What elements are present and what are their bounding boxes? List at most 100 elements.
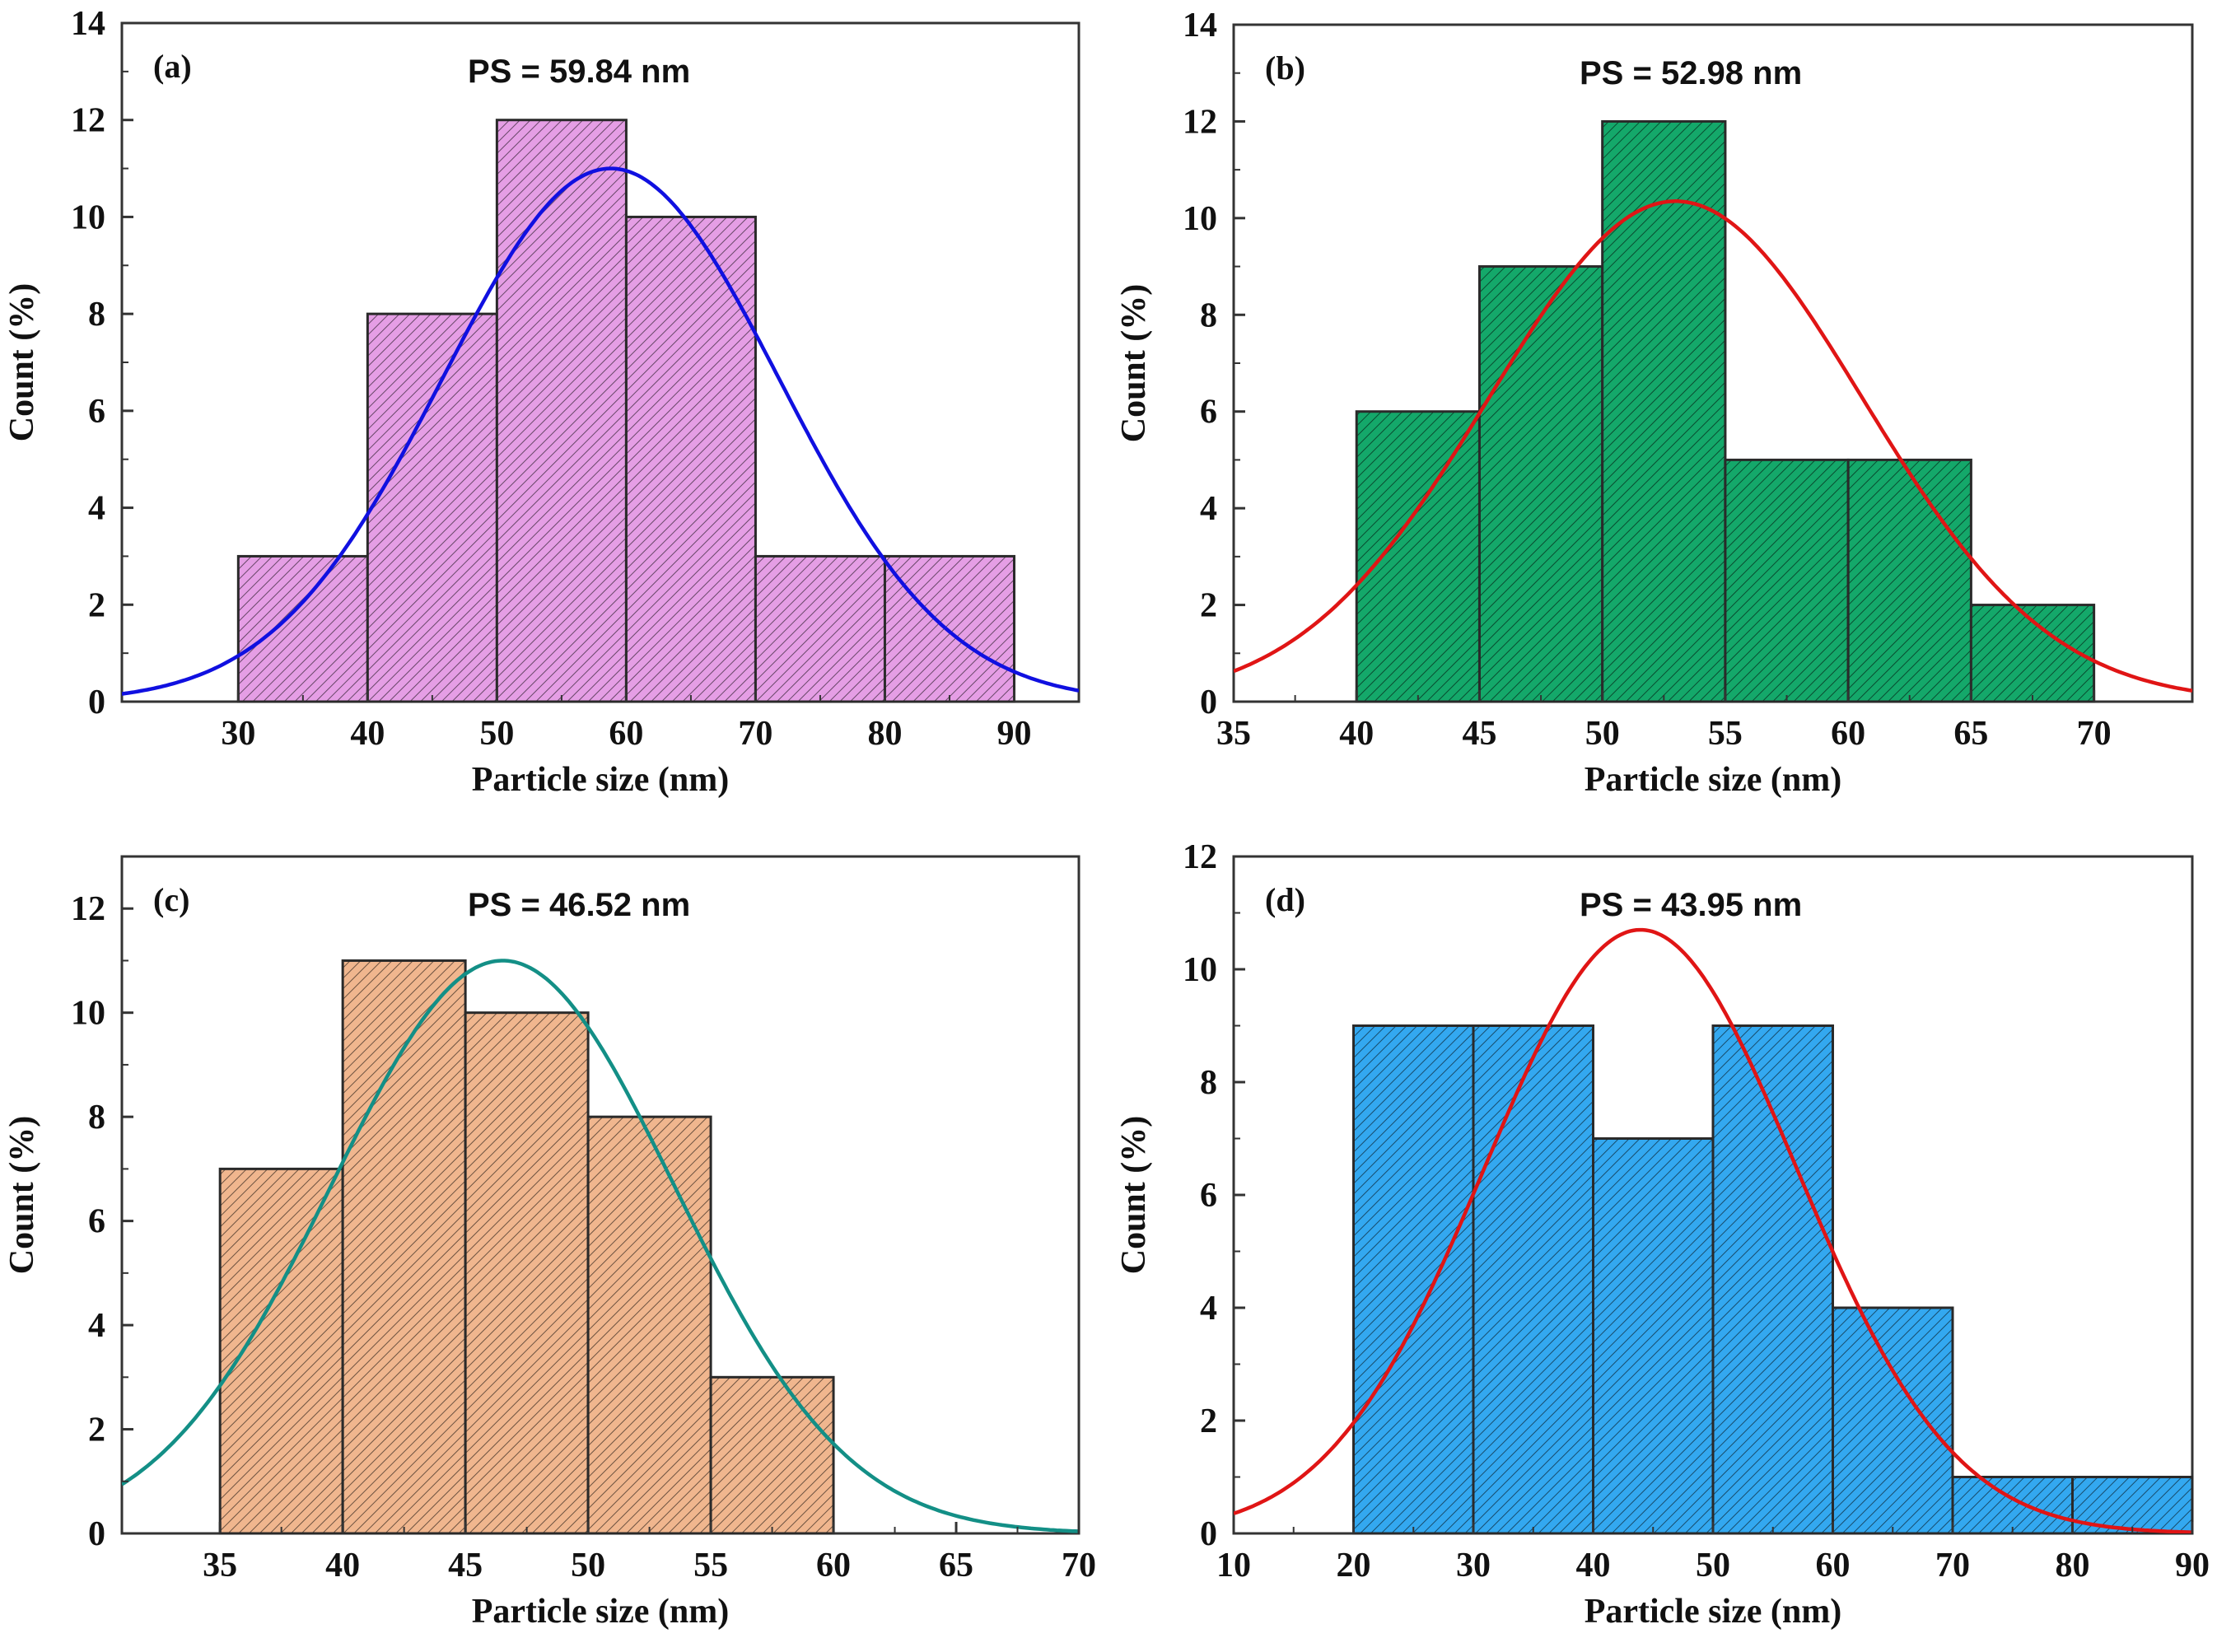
x-tick-label: 55 <box>693 1547 728 1584</box>
x-tick-label: 55 <box>1708 715 1743 753</box>
y-tick-label: 8 <box>1200 296 1217 334</box>
histogram-bar <box>1355 410 1481 703</box>
x-tick-label: 60 <box>609 715 643 753</box>
histogram-bar <box>236 554 369 703</box>
gaussian-fit-curve <box>1234 927 2192 1533</box>
histogram-bar <box>1832 1306 1954 1535</box>
y-tick-label: 10 <box>71 198 105 236</box>
y-tick-label: 2 <box>1200 587 1217 625</box>
histogram-bar <box>1352 1024 1475 1535</box>
y-tick-label: 8 <box>88 1099 105 1136</box>
y-tick-label: 0 <box>1200 1515 1217 1553</box>
x-tick-label: 40 <box>325 1547 360 1584</box>
y-tick-label: 6 <box>1200 1177 1217 1215</box>
y-axis-title: Count (%) <box>1115 284 1153 443</box>
y-tick-label: 14 <box>71 5 105 43</box>
particle-size-annotation: PS = 59.84 nm <box>468 54 690 90</box>
histogram-bar <box>586 1115 712 1535</box>
particle-size-annotation: PS = 43.95 nm <box>1580 887 1802 923</box>
panel-label: (a) <box>153 48 192 85</box>
histogram-bar <box>754 554 886 703</box>
gaussian-fit-curve <box>1234 199 2192 693</box>
x-tick-label: 30 <box>221 715 255 753</box>
histogram-bar <box>1477 265 1604 703</box>
gaussian-fit-curve <box>122 166 1079 696</box>
x-tick-label: 80 <box>2056 1547 2090 1584</box>
x-tick-label: 50 <box>571 1547 605 1584</box>
panel-label: (b) <box>1265 49 1305 86</box>
y-tick-label: 6 <box>88 393 105 431</box>
x-tick-label: 50 <box>1696 1547 1730 1584</box>
y-tick-label: 4 <box>88 1307 105 1345</box>
x-tick-label: 60 <box>816 1547 851 1584</box>
y-tick-label: 12 <box>71 102 105 140</box>
x-tick-label: 70 <box>738 715 772 753</box>
y-tick-label: 4 <box>88 490 105 528</box>
x-tick-label: 50 <box>1585 715 1620 753</box>
histogram-bar <box>495 119 628 703</box>
histogram-bar <box>366 312 498 703</box>
x-tick-label: 40 <box>350 715 385 753</box>
x-tick-label: 65 <box>939 1547 973 1584</box>
histogram-bar <box>1846 458 1972 703</box>
panel-label: (c) <box>153 881 189 918</box>
y-tick-label: 2 <box>88 1412 105 1449</box>
histogram-bar <box>1601 119 1727 703</box>
y-tick-label: 10 <box>1183 200 1217 238</box>
particle-size-annotation: PS = 52.98 nm <box>1580 55 1802 91</box>
y-tick-label: 12 <box>71 890 105 928</box>
x-axis-title: Particle size (nm) <box>472 1593 730 1631</box>
panel-a: 30 40 50 60 70 80 90 0 2 4 6 8 10 12 14 Particle size (… <box>3 5 1080 799</box>
x-tick-label: 10 <box>1216 1547 1251 1584</box>
y-tick-label: 2 <box>1200 1402 1217 1440</box>
y-tick-label: 6 <box>88 1203 105 1241</box>
x-tick-label: 45 <box>448 1547 483 1584</box>
histogram-bar <box>1724 458 1850 703</box>
x-tick-label: 60 <box>1831 715 1865 753</box>
y-tick-label: 12 <box>1183 838 1217 876</box>
histogram-bar <box>1711 1024 1834 1535</box>
gaussian-fit-curve <box>122 959 1079 1533</box>
y-tick-label: 6 <box>1200 394 1217 432</box>
x-tick-label: 40 <box>1339 715 1374 753</box>
x-tick-label: 90 <box>2175 1547 2210 1584</box>
y-axis-title: Count (%) <box>3 1116 41 1275</box>
x-tick-label: 40 <box>1576 1547 1611 1584</box>
x-tick-label: 50 <box>479 715 514 753</box>
x-tick-label: 35 <box>1216 715 1251 753</box>
histogram-bar <box>624 215 757 703</box>
x-axis-title: Particle size (nm) <box>1585 1593 1842 1631</box>
histogram-bar <box>883 554 1015 703</box>
y-tick-label: 0 <box>88 684 105 721</box>
histogram-bar <box>464 1011 590 1535</box>
y-tick-label: 4 <box>1200 490 1217 528</box>
panel-b: 35 40 45 50 55 60 65 70 0 2 4 6 8 10 12 14 Particle size… <box>1115 7 2194 799</box>
x-axis-title: Particle size (nm) <box>1585 761 1842 799</box>
histogram-bar <box>218 1167 344 1535</box>
x-tick-label: 70 <box>1062 1547 1096 1584</box>
y-tick-label: 8 <box>88 296 105 334</box>
x-tick-label: 45 <box>1462 715 1496 753</box>
y-tick-label: 14 <box>1183 7 1217 44</box>
particle-size-annotation: PS = 46.52 nm <box>468 887 690 923</box>
y-tick-label: 0 <box>1200 684 1217 721</box>
x-tick-label: 60 <box>1816 1547 1851 1584</box>
y-tick-label: 2 <box>88 586 105 624</box>
x-tick-label: 70 <box>2077 715 2112 753</box>
y-axis-title: Count (%) <box>3 283 41 442</box>
y-tick-label: 4 <box>1200 1290 1217 1328</box>
y-axis-title: Count (%) <box>1115 1116 1153 1275</box>
x-tick-label: 90 <box>996 715 1031 753</box>
panel-d: 10 20 30 40 50 60 70 80 90 0 2 4 6 8 10 12 Particle size… <box>1115 838 2210 1631</box>
y-tick-label: 12 <box>1183 103 1217 141</box>
x-tick-label: 80 <box>867 715 902 753</box>
histogram-bar <box>1472 1024 1594 1535</box>
y-tick-label: 0 <box>88 1515 105 1553</box>
panel-label: (d) <box>1265 881 1305 918</box>
x-tick-label: 30 <box>1456 1547 1491 1584</box>
x-tick-label: 70 <box>1935 1547 1970 1584</box>
histogram-bar <box>1951 1476 2074 1535</box>
panel-c: 35 40 45 50 55 60 65 70 0 2 4 6 8 10 12 Particle size (… <box>3 855 1096 1631</box>
x-tick-label: 20 <box>1337 1547 1371 1584</box>
